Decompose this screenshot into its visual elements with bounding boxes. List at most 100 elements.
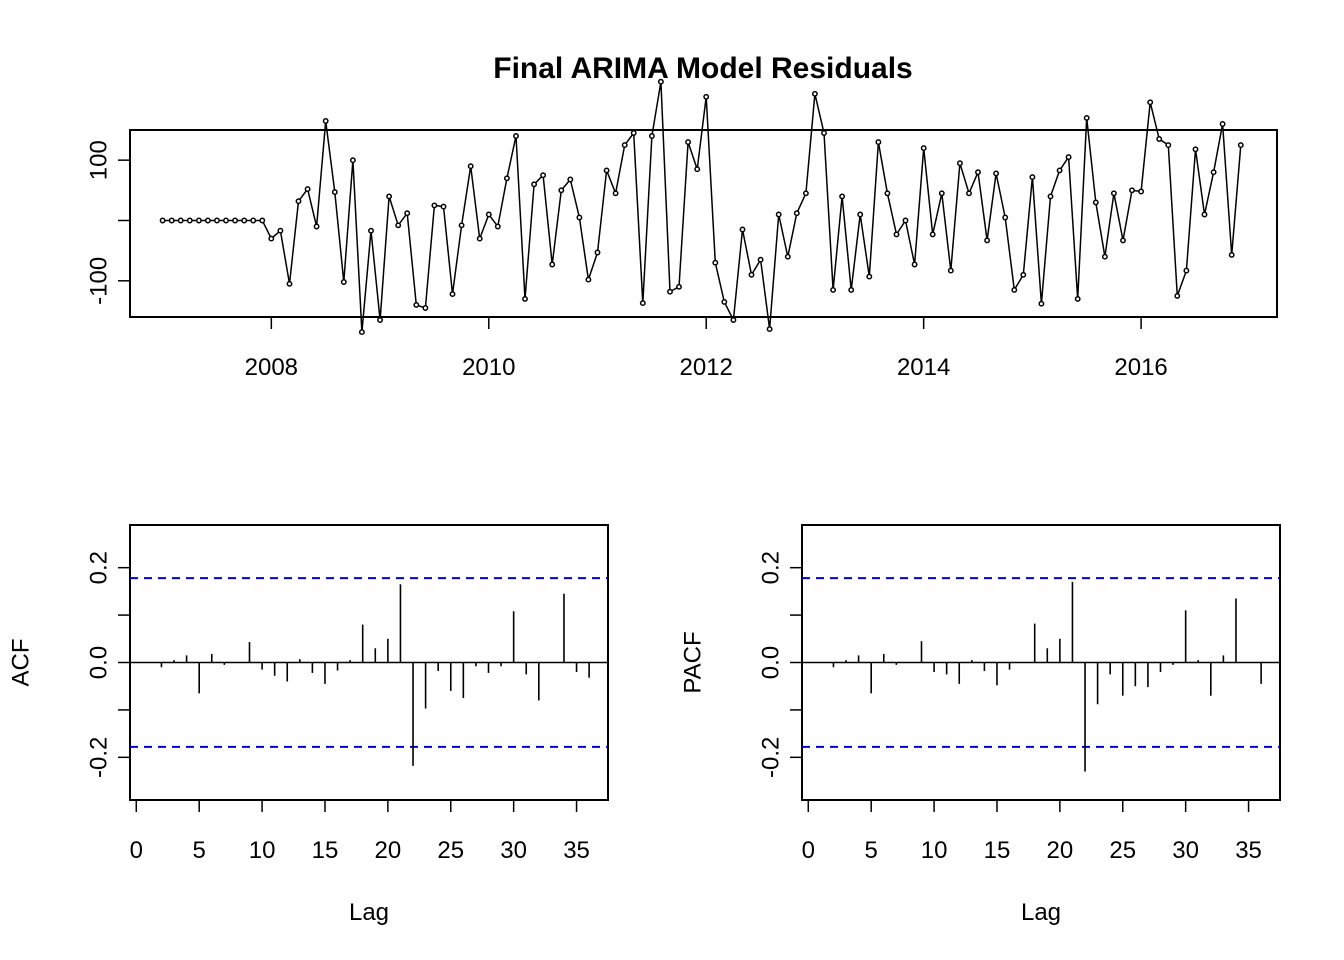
residual-point bbox=[1074, 295, 1081, 302]
residual-point bbox=[703, 93, 710, 100]
residual-point bbox=[440, 203, 447, 210]
y-tick-label: 0.2 bbox=[85, 551, 112, 584]
residual-point bbox=[531, 181, 538, 188]
residual-point bbox=[1110, 190, 1117, 197]
x-tick-label: 35 bbox=[563, 837, 590, 864]
residual-point bbox=[476, 235, 483, 242]
residual-point bbox=[766, 326, 773, 333]
x-tick-label: 25 bbox=[437, 837, 464, 864]
x-tick-label: 2016 bbox=[1114, 354, 1167, 381]
residual-point bbox=[1210, 169, 1217, 176]
x-tick-label: 2014 bbox=[897, 354, 950, 381]
x-axis-label: Lag bbox=[1021, 899, 1061, 926]
residual-point bbox=[1056, 167, 1063, 174]
residual-point bbox=[947, 267, 954, 274]
residual-point bbox=[667, 288, 673, 295]
residual-point bbox=[893, 231, 900, 238]
residual-point bbox=[811, 90, 818, 97]
residual-point bbox=[884, 190, 891, 197]
residual-point bbox=[494, 223, 501, 230]
residual-point bbox=[612, 190, 619, 197]
x-tick-label: 20 bbox=[375, 837, 402, 864]
residual-point bbox=[1174, 292, 1181, 299]
residual-point bbox=[485, 211, 492, 218]
y-tick-label: -100 bbox=[85, 257, 112, 305]
plot-frame bbox=[129, 129, 1278, 318]
residual-point bbox=[875, 139, 882, 146]
residual-point bbox=[458, 222, 465, 229]
residual-point bbox=[784, 253, 791, 260]
residual-point bbox=[313, 223, 320, 230]
residual-point bbox=[966, 190, 972, 197]
residual-point bbox=[413, 301, 420, 308]
residual-point bbox=[286, 280, 293, 287]
residual-point bbox=[1237, 142, 1244, 149]
x-tick-label: 30 bbox=[1172, 837, 1199, 864]
residual-point bbox=[1092, 199, 1099, 206]
residual-point bbox=[603, 167, 610, 174]
residual-point bbox=[549, 261, 556, 268]
residual-point bbox=[902, 217, 909, 224]
residual-point bbox=[802, 190, 809, 197]
x-tick-label: 10 bbox=[921, 837, 948, 864]
residual-point bbox=[1029, 174, 1036, 181]
residual-point bbox=[567, 176, 574, 183]
residual-point bbox=[223, 217, 229, 224]
residual-point bbox=[186, 217, 193, 224]
residual-point bbox=[1219, 121, 1226, 127]
residual-point bbox=[558, 187, 565, 194]
residual-point bbox=[1002, 214, 1009, 221]
residual-point bbox=[694, 166, 701, 173]
residual-point bbox=[1020, 271, 1027, 278]
pacf-plot: 0 5 10 15 20 25 30 35 -0.2 0.0 0.2 Lag PACF bbox=[679, 524, 1281, 926]
residual-point bbox=[241, 217, 248, 224]
residual-point bbox=[304, 186, 311, 193]
residual-point bbox=[1129, 187, 1135, 194]
residual-point bbox=[676, 283, 682, 290]
residual-point bbox=[295, 198, 302, 205]
residual-point bbox=[1120, 237, 1126, 244]
residual-point bbox=[1183, 267, 1190, 274]
residual-point bbox=[467, 163, 474, 170]
residual-point bbox=[621, 142, 628, 149]
x-tick-label: 0 bbox=[802, 837, 815, 864]
residual-point bbox=[730, 317, 737, 323]
residual-point bbox=[431, 202, 438, 209]
residual-point bbox=[594, 249, 601, 256]
residual-point bbox=[1047, 193, 1054, 200]
residual-point bbox=[1147, 99, 1154, 106]
residual-point bbox=[1011, 286, 1018, 293]
residual-point bbox=[911, 261, 918, 268]
residual-point bbox=[268, 235, 275, 242]
residual-point bbox=[1228, 251, 1235, 258]
residual-point bbox=[748, 271, 755, 278]
residual-point bbox=[358, 329, 365, 336]
residual-point bbox=[1065, 154, 1072, 161]
residual-point bbox=[195, 217, 202, 224]
residual-point bbox=[1165, 142, 1172, 149]
residual-point bbox=[340, 279, 347, 285]
residual-point bbox=[277, 227, 284, 234]
residual-point bbox=[793, 210, 800, 217]
residual-point bbox=[775, 211, 782, 218]
x-tick-label: 0 bbox=[130, 837, 143, 864]
residual-point bbox=[712, 259, 719, 266]
y-tick-label: -0.2 bbox=[757, 737, 784, 778]
residual-point bbox=[993, 170, 1000, 177]
residual-point bbox=[657, 78, 664, 85]
x-tick-label: 2008 bbox=[245, 354, 298, 381]
x-tick-label: 2010 bbox=[462, 354, 515, 381]
residual-point bbox=[331, 189, 338, 196]
x-tick-label: 20 bbox=[1047, 837, 1074, 864]
y-axis-label: PACF bbox=[679, 631, 706, 693]
residual-point bbox=[368, 227, 374, 234]
chart-title: Final ARIMA Model Residuals bbox=[493, 52, 913, 85]
residual-point bbox=[848, 286, 855, 293]
residual-point bbox=[377, 317, 384, 323]
residual-point bbox=[349, 157, 356, 164]
residual-point bbox=[503, 175, 510, 182]
y-axis-label: ACF bbox=[7, 639, 34, 687]
residual-point bbox=[757, 256, 764, 263]
residual-point bbox=[1138, 188, 1145, 195]
x-tick-label: 5 bbox=[193, 837, 206, 864]
